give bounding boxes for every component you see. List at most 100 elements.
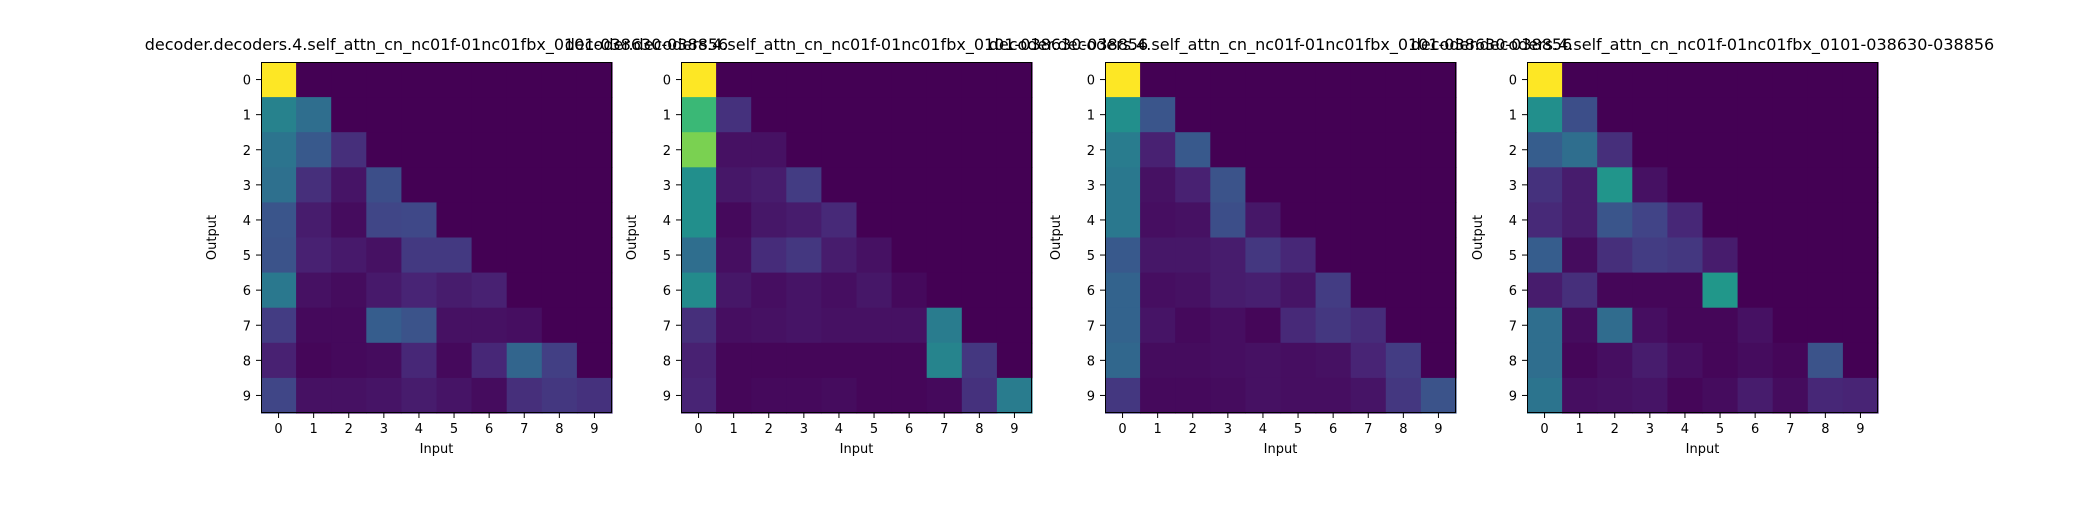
panel-4-cell-r0-c6 — [1737, 62, 1774, 98]
panel-3-cell-r7-c3 — [1210, 307, 1246, 344]
panel-3-x-ticks: 0 1 2 3 4 5 6 7 8 9 — [1118, 413, 1443, 437]
panel-1-cell-r8-c7 — [506, 342, 543, 379]
panel-1-x-tick-label: 6 — [485, 422, 493, 437]
panel-2-cells — [681, 62, 1033, 414]
panel-4-cell-r0-c5 — [1702, 62, 1739, 98]
panel-3-cell-r5-c8 — [1385, 237, 1422, 274]
panel-4-y-axis-label: Output — [1471, 215, 1486, 260]
panel-1-cell-r6-c0 — [261, 272, 297, 309]
panel-2-cell-r1-c3 — [786, 97, 822, 133]
panel-4-cell-r7-c6 — [1737, 307, 1774, 344]
panel-4-cell-r9-c3 — [1632, 377, 1668, 414]
panel-3-y-tick-label: 8 — [1087, 354, 1095, 369]
panel-1-cell-r7-c2 — [331, 307, 367, 344]
panel-2-cell-r5-c8 — [961, 237, 998, 274]
panel-4-cell-r9-c2 — [1597, 377, 1633, 414]
panel-4-y-tick-label: 4 — [1509, 214, 1517, 229]
panel-1-y-tick-label: 4 — [243, 214, 251, 229]
panel-1-cell-r5-c1 — [296, 237, 332, 274]
panel-3-cell-r6-c0 — [1105, 272, 1141, 309]
panel-3-cell-r6-c8 — [1385, 272, 1422, 309]
panel-4-cell-r0-c1 — [1562, 62, 1598, 98]
panel-4-cell-r8-c4 — [1667, 342, 1704, 379]
panel-4-x-tick-label: 9 — [1856, 422, 1864, 437]
panel-2-cell-r8-c6 — [891, 342, 928, 379]
panel-2-cell-r5-c4 — [821, 237, 858, 274]
panel-4-cell-r9-c7 — [1772, 377, 1809, 414]
panel-3-cell-r1-c3 — [1210, 97, 1246, 133]
panel-1-cell-r4-c8 — [541, 202, 578, 239]
panel-2-cell-r1-c5 — [856, 97, 893, 133]
panel-3-cell-r1-c6 — [1315, 97, 1352, 133]
panel-4-cell-r5-c2 — [1597, 237, 1633, 274]
panel-3-cell-r1-c9 — [1420, 97, 1457, 133]
panel-4-y-tick-label: 7 — [1509, 319, 1517, 334]
panel-4-y-tick-label: 9 — [1509, 389, 1517, 404]
panel-2-cell-r0-c3 — [786, 62, 822, 98]
panel-2-cell-r1-c9 — [996, 97, 1033, 133]
panel-3-cell-r1-c4 — [1245, 97, 1282, 133]
panel-4-cell-r9-c8 — [1807, 377, 1844, 414]
panel-2-cell-r2-c5 — [856, 132, 893, 168]
panel-2-cell-r4-c2 — [751, 202, 787, 239]
panel-1-cells — [261, 62, 613, 414]
panel-2-cell-r4-c4 — [821, 202, 858, 239]
panel-4-cell-r7-c9 — [1842, 307, 1879, 344]
panel-3-cell-r8-c3 — [1210, 342, 1246, 379]
panel-2-cell-r8-c1 — [716, 342, 752, 379]
panel-3-cell-r8-c6 — [1315, 342, 1352, 379]
panel-4-cell-r4-c9 — [1842, 202, 1879, 239]
panel-3-cell-r9-c9 — [1420, 377, 1457, 414]
panel-1-cell-r5-c4 — [401, 237, 438, 274]
panel-1-y-tick-label: 2 — [243, 144, 251, 159]
panel-2-cell-r9-c3 — [786, 377, 822, 414]
panel-3-y-tick-label: 6 — [1087, 284, 1095, 299]
panel-3-cell-r0-c1 — [1140, 62, 1176, 98]
panel-1-cell-r7-c4 — [401, 307, 438, 344]
panel-3-x-tick-label: 5 — [1294, 422, 1302, 437]
panel-4-y-tick-label: 3 — [1509, 179, 1517, 194]
panel-4-cell-r8-c5 — [1702, 342, 1739, 379]
panel-3-cell-r2-c6 — [1315, 132, 1352, 168]
panel-3-title: decoder.decoders.4.self_attn_cn_nc01f-01… — [989, 35, 1572, 55]
panel-3-cell-r2-c0 — [1105, 132, 1141, 168]
panel-2-cell-r8-c5 — [856, 342, 893, 379]
panel-1-cell-r7-c9 — [576, 307, 613, 344]
panel-1-cell-r1-c5 — [436, 97, 473, 133]
panel-4-y-tick-label: 1 — [1509, 109, 1517, 124]
panel-2-cell-r3-c9 — [996, 167, 1033, 203]
panel-2-y-axis-label: Output — [625, 215, 640, 260]
panel-1-cell-r7-c1 — [296, 307, 332, 344]
panel-2-cell-r4-c9 — [996, 202, 1033, 239]
panel-1-cell-r8-c2 — [331, 342, 367, 379]
panel-2-cell-r7-c0 — [681, 307, 717, 344]
panel-1-cell-r5-c2 — [331, 237, 367, 274]
panel-4-cell-r1-c6 — [1737, 97, 1774, 133]
panel-2-cell-r6-c9 — [996, 272, 1033, 309]
panel-2-cell-r0-c8 — [961, 62, 998, 98]
panel-3-cell-r3-c7 — [1350, 167, 1387, 203]
panel-1-cell-r2-c5 — [436, 132, 473, 168]
panel-1-cell-r1-c1 — [296, 97, 332, 133]
panel-1-cell-r7-c5 — [436, 307, 473, 344]
panel-1-cell-r9-c2 — [331, 377, 367, 414]
panel-1-y-tick-label: 1 — [243, 109, 251, 124]
panel-1-cell-r7-c7 — [506, 307, 543, 344]
panel-4-cell-r3-c6 — [1737, 167, 1774, 203]
panel-2-cell-r9-c5 — [856, 377, 893, 414]
panel-3-cell-r4-c6 — [1315, 202, 1352, 239]
panel-4-cell-r2-c8 — [1807, 132, 1844, 168]
heatmap-panel-3: decoder.decoders.4.self_attn_cn_nc01f-01… — [989, 35, 1572, 457]
panel-1-cell-r6-c2 — [331, 272, 367, 309]
panel-2-y-tick-label: 7 — [663, 319, 671, 334]
panel-3-x-tick-label: 2 — [1189, 422, 1197, 437]
panel-1-cell-r0-c3 — [366, 62, 402, 98]
panel-3-cell-r6-c7 — [1350, 272, 1387, 309]
panel-4-cell-r5-c1 — [1562, 237, 1598, 274]
panel-2-x-tick-label: 9 — [1010, 422, 1018, 437]
panel-3-cell-r0-c7 — [1350, 62, 1387, 98]
panel-2-cell-r5-c1 — [716, 237, 752, 274]
panel-3-cell-r4-c1 — [1140, 202, 1176, 239]
panel-2-x-tick-label: 0 — [694, 422, 702, 437]
panel-4-cell-r8-c8 — [1807, 342, 1844, 379]
